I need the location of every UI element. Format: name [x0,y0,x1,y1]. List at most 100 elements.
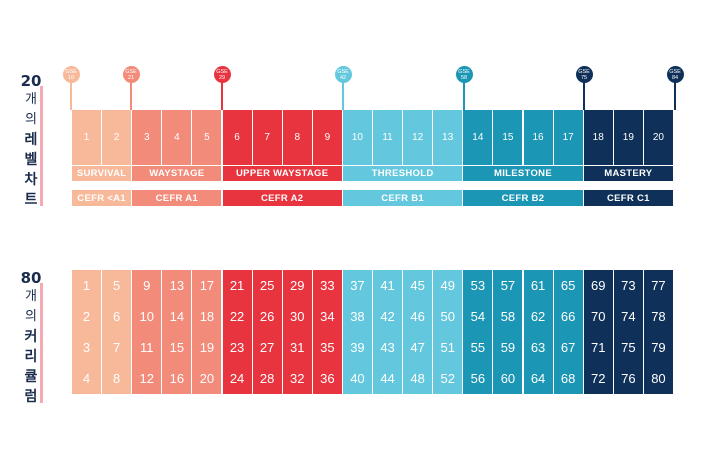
curriculum-column: 33 34 35 36 [312,270,342,394]
curriculum-item: 15 [169,340,185,355]
curriculum-item: 62 [530,309,546,324]
level-cell: 20 [643,110,673,165]
gse-marker-label: GSE [337,68,349,75]
curriculum-column: 65 66 67 68 [553,270,583,394]
curriculum-item: 60 [500,371,516,386]
level-cell: 7 [252,110,282,165]
curriculum-column: 25 26 27 28 [252,270,282,394]
stage-band: THRESHOLD [342,166,463,181]
level-cell: 13 [433,110,463,165]
title-char: 리 [24,349,38,365]
title-number: 20 [20,72,42,90]
gse-marker-value: 84 [671,74,679,81]
level-cell: 4 [162,110,192,165]
curriculum-item: 46 [410,309,425,324]
curriculum-item: 20 [199,371,215,386]
level-cell: 17 [553,110,583,165]
curriculum-column: 69 70 71 72 [583,270,613,394]
curriculum-item: 51 [440,340,455,355]
curriculum-item: 48 [410,371,425,386]
curriculum-item: 4 [82,371,91,386]
title-char: 의 [25,309,37,324]
curriculum-column: 13 14 15 16 [162,270,192,394]
level-cell: 8 [282,110,312,165]
curriculum-item: 75 [621,340,636,355]
curriculum-item: 61 [530,278,546,293]
title-char: 큘 [24,369,38,385]
curriculum-column: 61 62 63 64 [523,270,553,394]
curriculum-item: 33 [320,278,335,293]
title-char: 차 [24,172,38,188]
level-chart-title: 20 개 의 레 벨 차 트 [16,72,46,210]
stage-band: UPPER WAYSTAGE [222,166,342,181]
gse-marker-value: 10 [67,74,75,81]
title-char: 개 [25,289,37,304]
gse-marker-value: 58 [460,74,468,81]
cefr-band: CEFR <A1 [72,190,132,206]
curriculum-item: 73 [621,278,636,293]
gse-marker-label: GSE [578,68,590,75]
curriculum-item: 9 [143,278,151,293]
gse-marker-icon: GSE 29 [213,66,231,83]
curriculum-item: 26 [259,309,275,324]
curriculum-title: 80 개 의 커 리 큘 럼 [16,269,46,407]
gse-marker-value: 75 [580,74,588,81]
level-cell: 16 [523,110,553,165]
gse-marker-stem [674,80,676,110]
gse-marker-value: 21 [127,74,135,81]
curriculum-item: 16 [169,371,185,386]
curriculum-column: 5 6 7 8 [102,270,132,394]
curriculum-item: 40 [350,371,365,386]
gse-marker-stem [221,80,223,110]
curriculum-item: 58 [500,309,516,324]
curriculum-item: 39 [350,340,365,355]
gse-marker-value: 42 [339,74,347,81]
curriculum-item: 65 [560,278,576,293]
curriculum-item: 57 [500,278,516,293]
curriculum-item: 3 [82,340,91,355]
curriculum-item: 70 [591,309,606,324]
cefr-band: CEFR C1 [583,190,673,206]
curriculum-item: 77 [651,278,666,293]
curriculum-item: 22 [229,309,245,324]
curriculum-item: 12 [139,371,154,386]
level-cell: 11 [373,110,403,165]
title-char: 벨 [24,152,38,168]
level-cell: 10 [342,110,372,165]
curriculum-item: 56 [470,371,486,386]
level-cell: 14 [463,110,493,165]
curriculum-item: 37 [350,278,365,293]
curriculum-item: 64 [530,371,546,386]
level-cell: 12 [403,110,433,165]
curriculum-item: 47 [410,340,425,355]
curriculum-item: 54 [470,309,486,324]
curriculum-item: 41 [380,278,395,293]
curriculum-item: 25 [259,278,275,293]
gse-marker-icon: GSE 10 [62,66,80,83]
cefr-band: CEFR A2 [222,190,342,206]
curriculum-item: 6 [113,309,121,324]
curriculum-column: 1 2 3 4 [72,270,102,394]
curriculum-item: 32 [290,371,305,386]
curriculum-item: 29 [290,278,305,293]
title-char: 의 [25,112,37,127]
curriculum-item: 49 [440,278,455,293]
title-accent-bar [40,86,43,206]
gse-marker-icon: GSE 84 [666,66,684,83]
title-char: 레 [24,132,38,148]
curriculum-item: 8 [113,371,121,386]
curriculum-item: 50 [440,309,455,324]
curriculum-column: 57 58 59 60 [493,270,523,394]
title-char: 트 [24,192,38,208]
curriculum-item: 69 [591,278,606,293]
curriculum-column: 29 30 31 32 [282,270,312,394]
gse-marker-stem [342,80,344,110]
curriculum-item: 59 [500,340,516,355]
curriculum-item: 10 [139,309,154,324]
gse-marker-stem [130,80,132,110]
level-cell: 1 [72,110,102,165]
curriculum-item: 76 [621,371,636,386]
level-cell: 19 [613,110,643,165]
curriculum-item: 71 [591,340,606,355]
curriculum-item: 35 [320,340,335,355]
